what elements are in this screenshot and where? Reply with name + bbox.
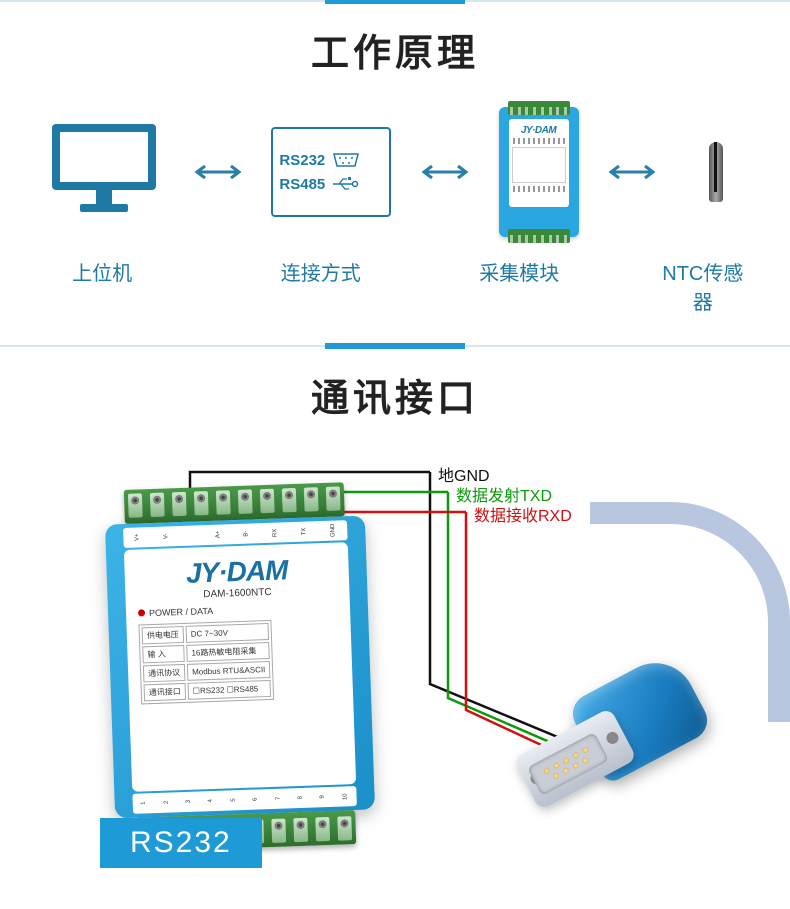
rs485-label: RS485 <box>279 176 325 193</box>
host-label: 上位机 <box>42 257 162 315</box>
host-pc-icon <box>44 120 164 225</box>
wiring-diagram: 地GND 数据发射TXD 数据接收RXD V+V-A+B-RXTXGND JY·… <box>0 452 790 882</box>
connection-box: RS232 RS485 <box>271 127 391 217</box>
section-divider <box>0 345 790 347</box>
usb-icon <box>331 175 361 193</box>
device-brand: JY·DAM <box>509 125 569 136</box>
ntc-sensor-icon <box>686 142 746 202</box>
principle-flow: RS232 RS485 JY·DAM <box>0 107 790 237</box>
section-divider <box>0 0 790 2</box>
spec-table: 供电电压DC 7~30V输 入16路热敏电阻采集通讯协议Modbus RTU&A… <box>138 620 274 705</box>
arrow-icon <box>420 162 470 182</box>
db9-icon <box>331 151 361 169</box>
led-label: POWER / DATA <box>149 606 213 618</box>
module-label: 采集模块 <box>479 257 559 315</box>
rs232-label: RS232 <box>279 152 325 169</box>
acquisition-module: JY·DAM <box>499 107 579 237</box>
section1-title: 工作原理 <box>0 22 790 77</box>
wire-label-rxd: 数据接收RXD <box>474 502 572 526</box>
section2-title: 通讯接口 <box>0 367 790 422</box>
protocol-badge: RS232 <box>100 818 262 868</box>
sensor-label: NTC传感器 <box>658 257 748 315</box>
arrow-icon <box>193 162 243 182</box>
arrow-icon <box>607 162 657 182</box>
connection-label: 连接方式 <box>261 257 381 315</box>
dam-module: V+V-A+B-RXTXGND JY·DAM DAM-1600NTC POWER… <box>104 488 376 847</box>
flow-labels: 上位机 连接方式 采集模块 NTC传感器 <box>0 257 790 315</box>
rs232-connector <box>480 622 760 842</box>
